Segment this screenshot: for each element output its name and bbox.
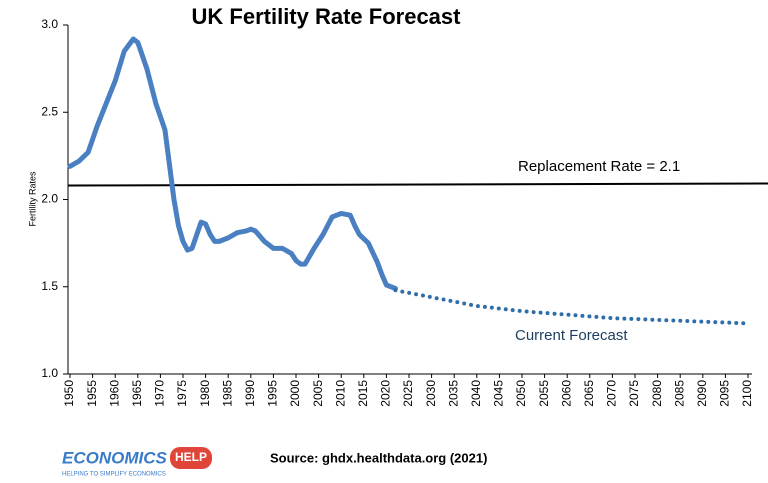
x-tick-label: 1955	[85, 380, 99, 407]
series-line	[393, 288, 750, 326]
series-line	[67, 36, 398, 291]
x-tick-label: 2040	[469, 380, 483, 407]
x-tick-label: 2080	[650, 380, 664, 407]
x-tick-label: 2020	[379, 380, 393, 407]
x-tick-label: 1995	[266, 380, 280, 407]
x-tick-label: 2060	[559, 380, 573, 407]
x-tick-label: 2015	[356, 380, 370, 407]
logo-badge-bg	[170, 447, 212, 469]
y-tick-label: 1.0	[41, 366, 58, 380]
x-tick-label: 2085	[672, 380, 686, 407]
x-tick-label: 1970	[153, 380, 167, 407]
y-tick-label: 2.5	[41, 104, 58, 118]
x-tick-label: 2045	[492, 380, 506, 407]
x-tick-label: 1950	[62, 380, 76, 407]
chart-title: UK Fertility Rate Forecast	[192, 4, 462, 29]
y-tick-label: 2.0	[41, 192, 58, 206]
x-tick-label: 2005	[311, 380, 325, 407]
x-tick-label: 1980	[198, 380, 212, 407]
x-tick-label: 2100	[740, 380, 754, 407]
y-tick-label: 3.0	[41, 17, 58, 31]
y-tick-label: 1.5	[41, 279, 58, 293]
x-tick-label: 2035	[446, 380, 460, 407]
x-tick-label: 1965	[130, 380, 144, 407]
y-axis-label: Fertility Rates	[27, 171, 37, 227]
x-tick-label: 1985	[220, 380, 234, 407]
logo-name: ECONOMICS	[62, 448, 168, 467]
reference-label: Replacement Rate = 2.1	[518, 158, 680, 175]
x-tick-label: 2065	[582, 380, 596, 407]
x-tick-label: 1975	[175, 380, 189, 407]
logo-tagline: HELPING TO SIMPLIFY ECONOMICS	[62, 472, 166, 478]
x-tick-label: 2010	[333, 380, 347, 407]
x-tick-label: 2000	[288, 380, 302, 407]
x-tick-label: 1960	[107, 380, 121, 407]
x-tick-label: 2050	[514, 380, 528, 407]
x-tick-label: 2095	[718, 380, 732, 407]
x-tick-label: 2070	[605, 380, 619, 407]
x-tick-label: 2030	[424, 380, 438, 407]
forecast-label: Current Forecast	[515, 327, 628, 344]
reference-line	[67, 182, 768, 187]
x-tick-label: 2025	[401, 380, 415, 407]
x-tick-label: 1990	[243, 380, 257, 407]
x-tick-label: 2055	[537, 380, 551, 407]
x-tick-label: 2090	[695, 380, 709, 407]
x-tick-label: 2075	[627, 380, 641, 407]
source: Source: ghdx.healthdata.org (2021)	[270, 450, 487, 465]
logo-badge: HELP	[175, 450, 207, 464]
